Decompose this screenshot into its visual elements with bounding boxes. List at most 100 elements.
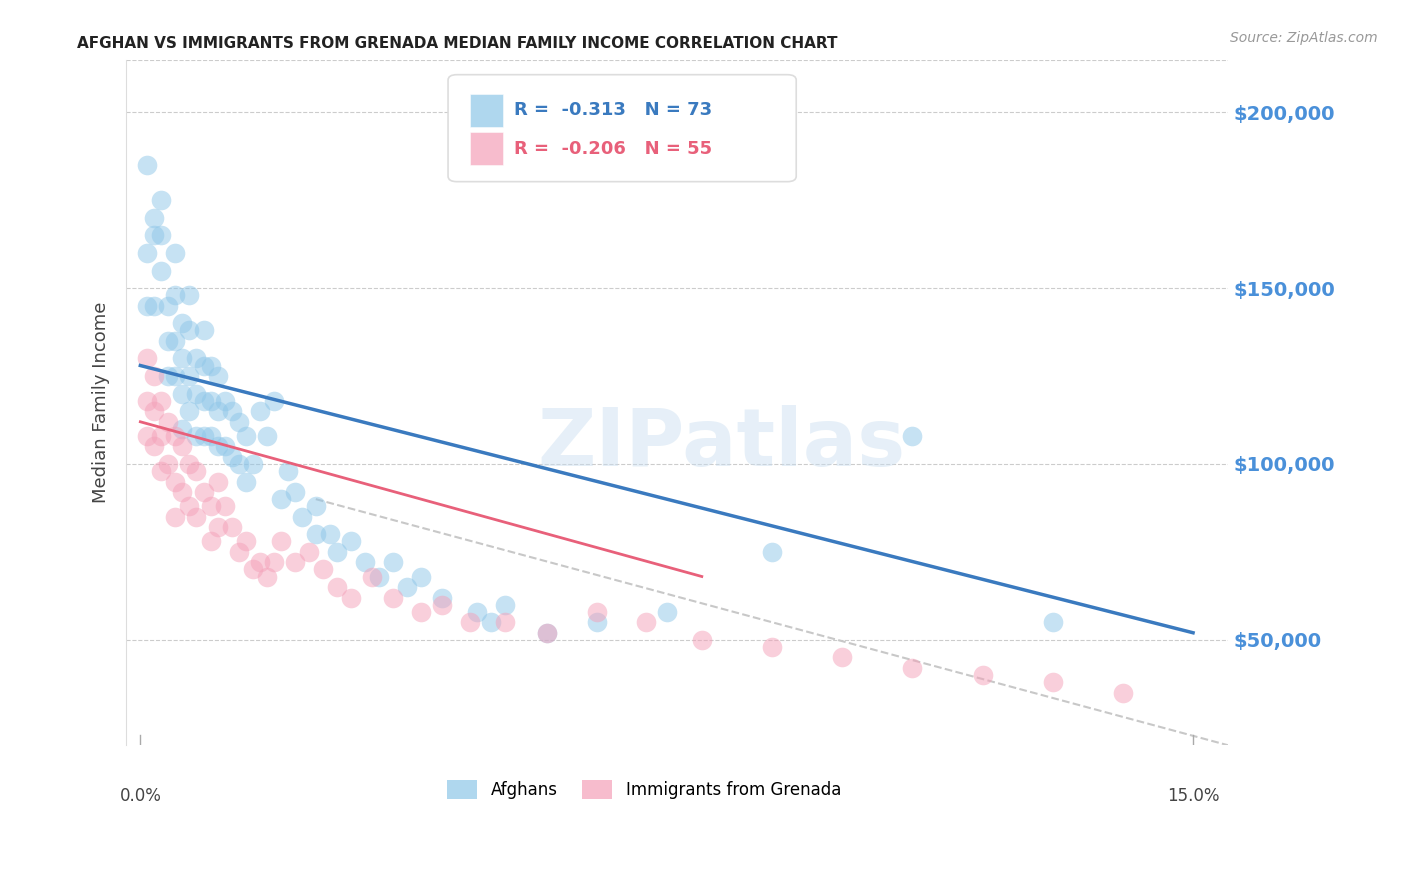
Point [172,439,194,453]
Point [382,556,405,570]
Point [494,615,516,630]
Point [193,359,215,373]
Point [143,228,166,243]
Text: 15.0%: 15.0% [1167,788,1219,805]
Text: R =  -0.206   N = 55: R = -0.206 N = 55 [515,140,713,158]
Point [150,263,173,277]
Point [305,527,328,541]
Text: ZIPatlas: ZIPatlas [537,405,905,483]
Point [1112,685,1135,699]
Point [235,534,257,549]
Point [186,386,208,401]
Point [143,299,166,313]
Point [382,591,405,605]
Point [465,605,488,619]
Point [242,457,264,471]
Point [157,415,180,429]
Point [242,562,264,576]
Point [200,359,222,373]
Point [136,246,159,260]
Point [200,429,222,443]
Point [221,404,243,418]
Point [536,625,558,640]
Point [186,509,208,524]
Point [256,569,278,583]
Point [172,485,194,500]
Point [901,661,924,675]
Point [1042,675,1064,690]
Point [179,499,201,513]
Point [263,556,285,570]
Point [361,569,384,583]
Y-axis label: Median Family Income: Median Family Income [93,301,110,503]
Point [186,429,208,443]
Point [193,323,215,337]
Point [901,429,924,443]
Point [150,429,173,443]
Point [284,485,307,500]
Point [143,439,166,453]
Point [536,625,558,640]
Point [150,393,173,408]
Point [235,429,257,443]
Point [136,429,159,443]
Text: R =  -0.313   N = 73: R = -0.313 N = 73 [515,102,713,120]
Point [179,323,201,337]
Point [326,580,349,594]
Text: AFGHAN VS IMMIGRANTS FROM GRENADA MEDIAN FAMILY INCOME CORRELATION CHART: AFGHAN VS IMMIGRANTS FROM GRENADA MEDIAN… [77,36,838,51]
Text: 0.0%: 0.0% [120,788,162,805]
Point [585,615,607,630]
Point [831,650,853,665]
Point [165,246,187,260]
Point [200,393,222,408]
Point [157,457,180,471]
Point [172,316,194,330]
Point [172,351,194,366]
Point [761,545,783,559]
Point [172,386,194,401]
Point [143,369,166,384]
Point [430,598,453,612]
Point [340,534,363,549]
Point [312,562,335,576]
Point [200,499,222,513]
Point [207,475,229,489]
Point [972,668,994,682]
Point [430,591,453,605]
Point [270,492,292,507]
Legend: Afghans, Immigrants from Grenada: Afghans, Immigrants from Grenada [440,773,848,805]
Point [221,520,243,534]
Point [214,499,236,513]
Point [179,369,201,384]
Point [150,228,173,243]
Point [179,288,201,302]
Point [172,422,194,436]
Point [326,545,349,559]
Point [214,439,236,453]
Point [340,591,363,605]
Point [165,475,187,489]
Point [256,429,278,443]
Point [136,299,159,313]
Point [200,534,222,549]
Point [207,369,229,384]
Point [165,288,187,302]
Point [136,351,159,366]
Point [136,158,159,172]
Point [143,211,166,225]
Point [165,334,187,348]
Point [193,485,215,500]
Text: Source: ZipAtlas.com: Source: ZipAtlas.com [1230,31,1378,45]
Point [585,605,607,619]
Point [143,404,166,418]
Point [409,605,432,619]
Point [179,404,201,418]
Point [207,520,229,534]
Point [207,439,229,453]
Point [319,527,342,541]
Point [157,299,180,313]
Point [458,615,481,630]
Point [690,632,713,647]
Point [193,429,215,443]
Point [298,545,321,559]
